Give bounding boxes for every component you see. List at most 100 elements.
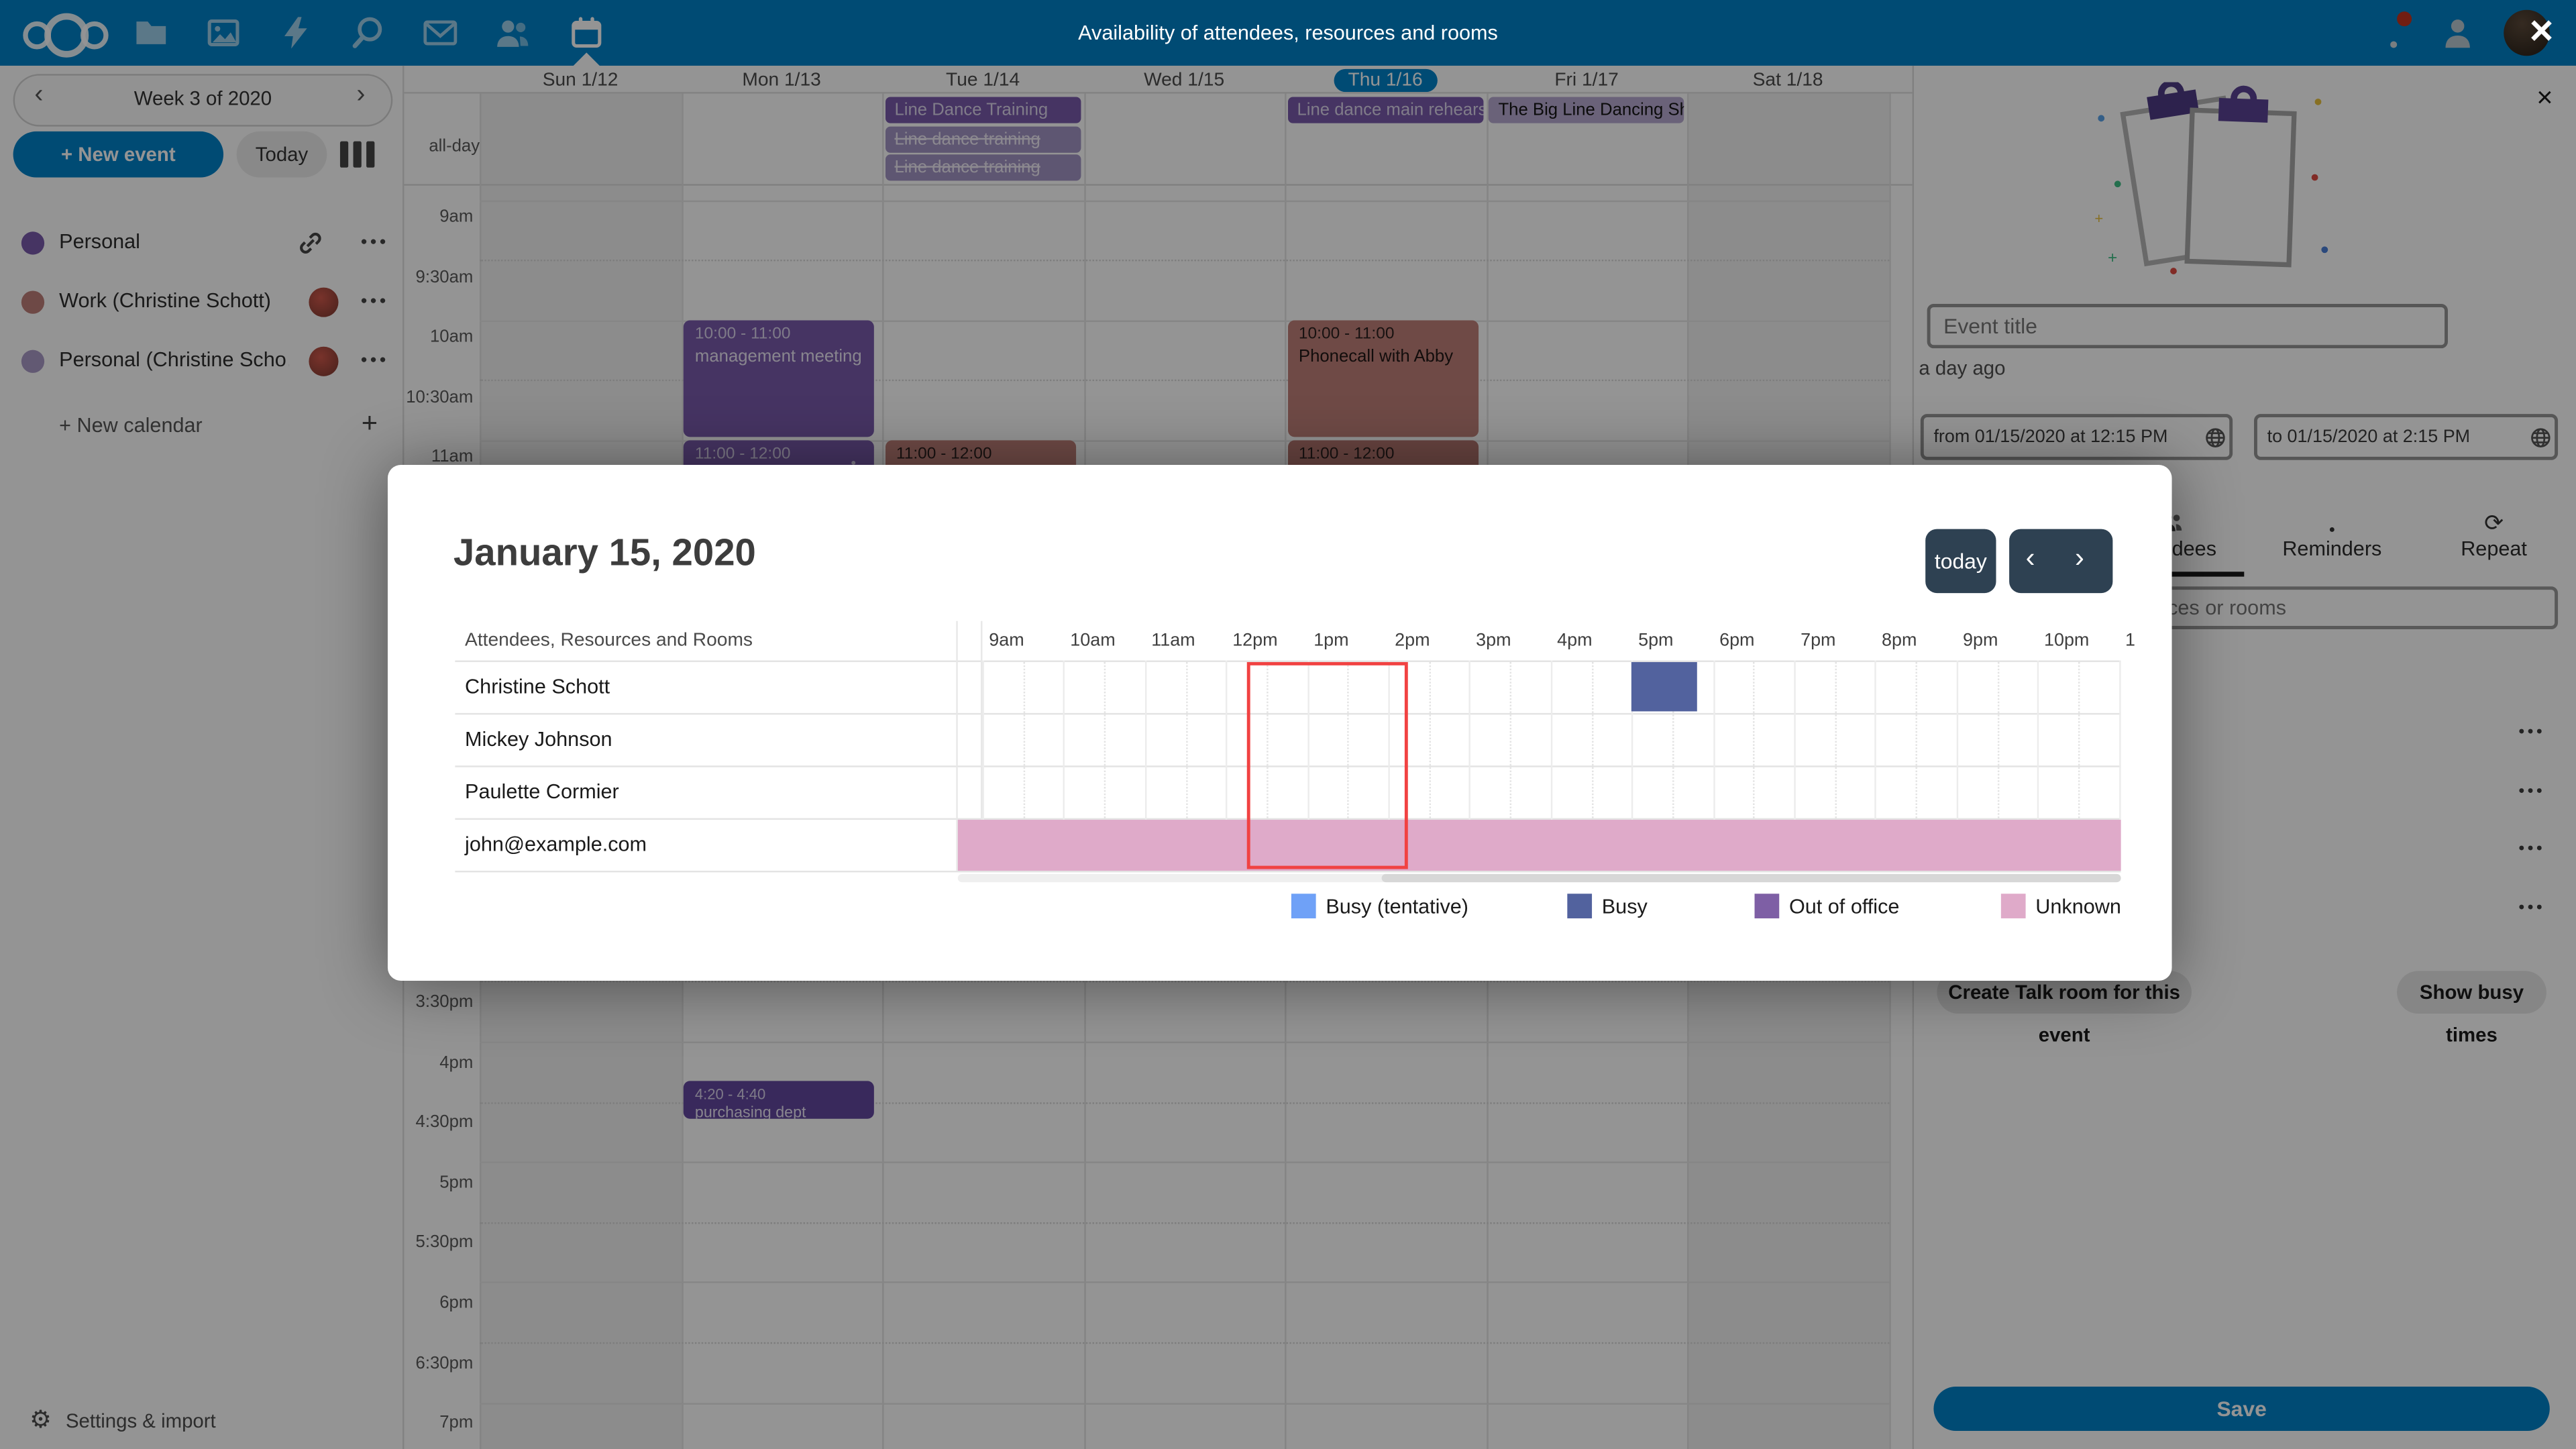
day-header[interactable]: Sun 1/12 [542,70,619,91]
calendar-color-dot [21,350,45,373]
day-header[interactable]: Sat 1/18 [1752,70,1823,91]
modal-hour-line [1956,660,1958,871]
create-talk-room-button[interactable]: Create Talk room for this event [1937,971,2192,1046]
start-datetime-input[interactable] [1920,414,2233,460]
active-app-indicator [573,52,600,66]
modal-hour-line [1794,660,1796,871]
day-header[interactable]: Thu 1/16 [1285,68,1486,93]
calendar-app-icon[interactable] [568,15,604,51]
next-week-button[interactable]: › [356,80,366,109]
time-gutter-label: 10:30am [406,387,474,407]
modal-hour-line [1631,660,1633,871]
grid-hline [480,1041,1889,1043]
avatar[interactable] [2504,9,2550,56]
calendar-actions-menu[interactable]: ●●● [360,236,389,248]
modal-date-title: January 15, 2020 [453,531,756,574]
modal-time-label: 1pm [1313,631,1349,651]
calendar-actions-menu[interactable]: ●●● [360,354,389,367]
legend-label: Out of office [1788,895,1900,918]
allday-event[interactable]: Line Dance Training [884,97,1081,123]
availability-row: Christine Schott [455,660,2121,712]
allday-event[interactable]: Line dance main rehearsal [1287,97,1483,123]
allday-event[interactable]: The Big Line Dancing Show [1488,97,1684,123]
bell-icon [2253,509,2411,535]
week-label[interactable]: Week 3 of 2020 [133,87,272,111]
legend-swatch [1567,894,1593,918]
modal-header-title: Availability of attendees, resources and… [1078,21,1498,45]
modal-today-button[interactable]: today [1925,529,1996,594]
availability-row: Mickey Johnson [455,712,2121,765]
mail-app-icon[interactable] [422,15,458,51]
busy-block [1631,661,1697,712]
modal-hour-line [1063,660,1065,871]
repeat-icon: ⟳ [2484,509,2504,536]
grid-hline [480,1342,1889,1344]
attendee-name: Paulette Cormier [465,780,619,804]
calendar-color-dot [21,231,45,255]
calendar-actions-menu[interactable]: ●●● [360,295,389,307]
modal-time-label: 9pm [1963,631,1998,651]
calendar-name: Work (Christine Schott) [59,289,272,313]
new-calendar-button[interactable]: + New calendar + [0,398,402,457]
tab-repeat[interactable]: ⟳ Repeat [2415,509,2573,560]
share-link-icon[interactable] [296,228,325,258]
event-title: purchasing dept [694,1104,806,1119]
time-gutter-label: 9am [439,207,474,227]
photos-app-icon[interactable] [205,15,241,51]
save-button[interactable]: Save [1933,1386,2550,1432]
contacts-menu-icon[interactable] [2440,15,2476,51]
timed-event[interactable]: 10:00 - 11:00 management meeting [683,319,874,437]
legend-swatch [1754,894,1780,918]
new-event-button[interactable]: + New event [13,131,224,178]
day-header[interactable]: Wed 1/15 [1144,70,1225,91]
time-gutter-label: 6:30pm [415,1352,474,1373]
tab-reminders[interactable]: Reminders [2253,509,2411,560]
allday-event[interactable]: Line dance training [884,125,1081,152]
grid-bottom-border [455,870,2121,873]
calendar-list-item[interactable]: Personal ●●● [0,213,402,272]
prev-week-button[interactable]: ‹ [34,80,44,109]
show-busy-times-button[interactable]: Show busy times [2397,971,2546,1046]
day-header[interactable]: Tue 1/14 [946,70,1020,91]
attendee-options-menu[interactable]: ●●● [2518,843,2545,855]
modal-scrollbar-thumb[interactable] [1381,873,2121,883]
calendar-list-item[interactable]: Personal (Christine Scho…) ●●● [0,332,402,391]
timed-event[interactable]: 4:20 - 4:40 purchasing dept [683,1081,874,1119]
event-time: 11:00 - 12:00 [694,445,791,464]
event-title-input[interactable] [1927,304,2448,349]
timezone-globe-icon[interactable] [2203,425,2228,450]
allday-event[interactable]: Line dance training [884,154,1081,181]
notifications-bell-icon[interactable] [2375,15,2412,51]
time-gutter-label: 11am [431,447,474,468]
view-toggle-icon[interactable] [339,141,389,168]
contacts-app-icon[interactable] [494,15,531,51]
modal-time-label: 5pm [1638,631,1674,651]
timed-event[interactable]: 10:00 - 11:00 Phonecall with Abby [1287,319,1478,437]
today-button[interactable]: Today [236,131,327,178]
modal-halfhour-line [1509,660,1512,871]
settings-import-button[interactable]: ⚙ Settings & import [30,1405,391,1438]
search-app-icon[interactable] [350,15,386,51]
modal-hour-line [1307,660,1309,871]
files-app-icon[interactable] [133,15,169,51]
attendee-options-menu[interactable]: ●●● [2518,726,2545,738]
activity-app-icon[interactable] [278,15,314,51]
time-gutter-label: 3:30pm [415,992,474,1012]
modal-next-button[interactable]: › [2075,542,2084,574]
modal-time-label: 12pm [1232,631,1278,651]
attendee-name: Mickey Johnson [465,727,612,751]
attendee-options-menu[interactable]: ●●● [2518,901,2545,914]
calendar-list-item[interactable]: Work (Christine Schott) ●●● [0,273,402,332]
attendee-options-menu[interactable]: ●●● [2518,784,2545,796]
timezone-globe-icon[interactable] [2528,425,2553,450]
day-header[interactable]: Mon 1/13 [742,70,821,91]
day-header[interactable]: Fri 1/17 [1554,70,1619,91]
modal-halfhour-line [1428,660,1431,871]
availability-row: Paulette Cormier [455,765,2121,818]
sidebar-close-icon[interactable]: × [2536,82,2553,113]
end-datetime-input[interactable] [2254,414,2559,460]
time-gutter-label: 9:30am [415,267,474,287]
modal-prev-button[interactable]: ‹ [2025,542,2035,574]
modal-close-icon[interactable]: × [2529,8,2554,54]
